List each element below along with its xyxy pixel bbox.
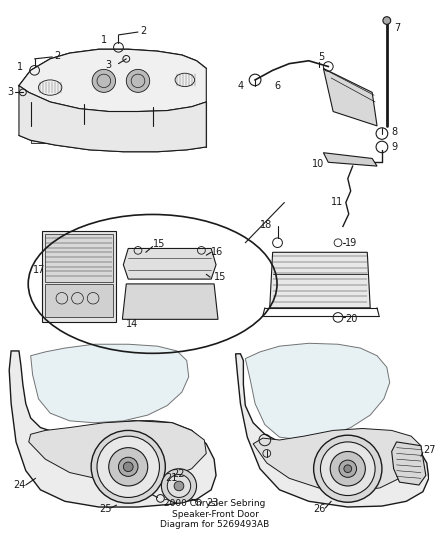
Text: 2: 2 <box>140 26 146 36</box>
Bar <box>42 231 116 322</box>
Circle shape <box>330 451 365 486</box>
Text: 15: 15 <box>214 272 226 282</box>
Circle shape <box>344 465 352 473</box>
Circle shape <box>383 17 391 25</box>
Bar <box>152 126 197 145</box>
Circle shape <box>167 474 191 497</box>
Polygon shape <box>19 86 206 152</box>
Text: 20: 20 <box>345 314 357 325</box>
Text: 15: 15 <box>152 239 165 249</box>
Polygon shape <box>124 248 216 279</box>
Bar <box>131 287 149 313</box>
Text: 3: 3 <box>7 87 14 98</box>
Text: 19: 19 <box>345 238 357 248</box>
Bar <box>174 287 192 313</box>
Text: 22: 22 <box>173 470 185 480</box>
Text: 14: 14 <box>126 319 138 329</box>
Text: 4: 4 <box>237 80 244 91</box>
Circle shape <box>92 69 116 92</box>
Circle shape <box>314 435 382 502</box>
Text: 25: 25 <box>99 504 111 514</box>
Circle shape <box>162 469 197 503</box>
Text: 5: 5 <box>318 52 325 62</box>
Circle shape <box>97 436 159 497</box>
Text: 26: 26 <box>314 504 326 514</box>
Text: 21: 21 <box>165 473 178 483</box>
Text: 23: 23 <box>206 498 219 508</box>
Text: 1: 1 <box>17 61 23 71</box>
Text: 27: 27 <box>423 445 435 455</box>
Polygon shape <box>122 284 218 319</box>
Text: 6: 6 <box>275 80 281 91</box>
Polygon shape <box>245 343 390 440</box>
Text: 10: 10 <box>312 159 324 169</box>
Text: 3: 3 <box>105 60 111 70</box>
Bar <box>152 287 170 313</box>
Bar <box>79 61 158 104</box>
Text: 16: 16 <box>211 247 223 257</box>
Text: 8: 8 <box>392 127 398 136</box>
Bar <box>45 234 113 282</box>
Polygon shape <box>236 354 429 507</box>
Polygon shape <box>323 152 377 166</box>
Circle shape <box>109 448 148 486</box>
Text: 9: 9 <box>392 142 398 152</box>
Bar <box>195 287 213 313</box>
Text: 18: 18 <box>260 221 272 230</box>
Circle shape <box>124 462 133 472</box>
Text: 17: 17 <box>33 264 45 274</box>
Bar <box>89 124 148 145</box>
Circle shape <box>174 481 184 491</box>
Polygon shape <box>253 429 421 492</box>
Bar <box>85 63 152 97</box>
Text: 2000 Chrysler Sebring
Speaker-Front Door
Diagram for 5269493AB: 2000 Chrysler Sebring Speaker-Front Door… <box>160 499 270 529</box>
Polygon shape <box>31 344 189 423</box>
Circle shape <box>118 457 138 477</box>
Text: 2: 2 <box>54 51 60 61</box>
Polygon shape <box>9 351 216 507</box>
Polygon shape <box>270 252 370 308</box>
Bar <box>45 284 113 318</box>
Circle shape <box>126 69 150 92</box>
Text: 24: 24 <box>13 480 25 490</box>
Circle shape <box>339 460 357 478</box>
Polygon shape <box>323 68 377 126</box>
Circle shape <box>321 442 375 496</box>
Polygon shape <box>19 49 206 111</box>
Polygon shape <box>392 442 426 485</box>
Circle shape <box>91 431 165 503</box>
Polygon shape <box>29 421 206 482</box>
Bar <box>31 126 85 143</box>
Text: 1: 1 <box>101 35 107 45</box>
Text: 11: 11 <box>331 198 343 207</box>
Text: 7: 7 <box>395 23 401 33</box>
